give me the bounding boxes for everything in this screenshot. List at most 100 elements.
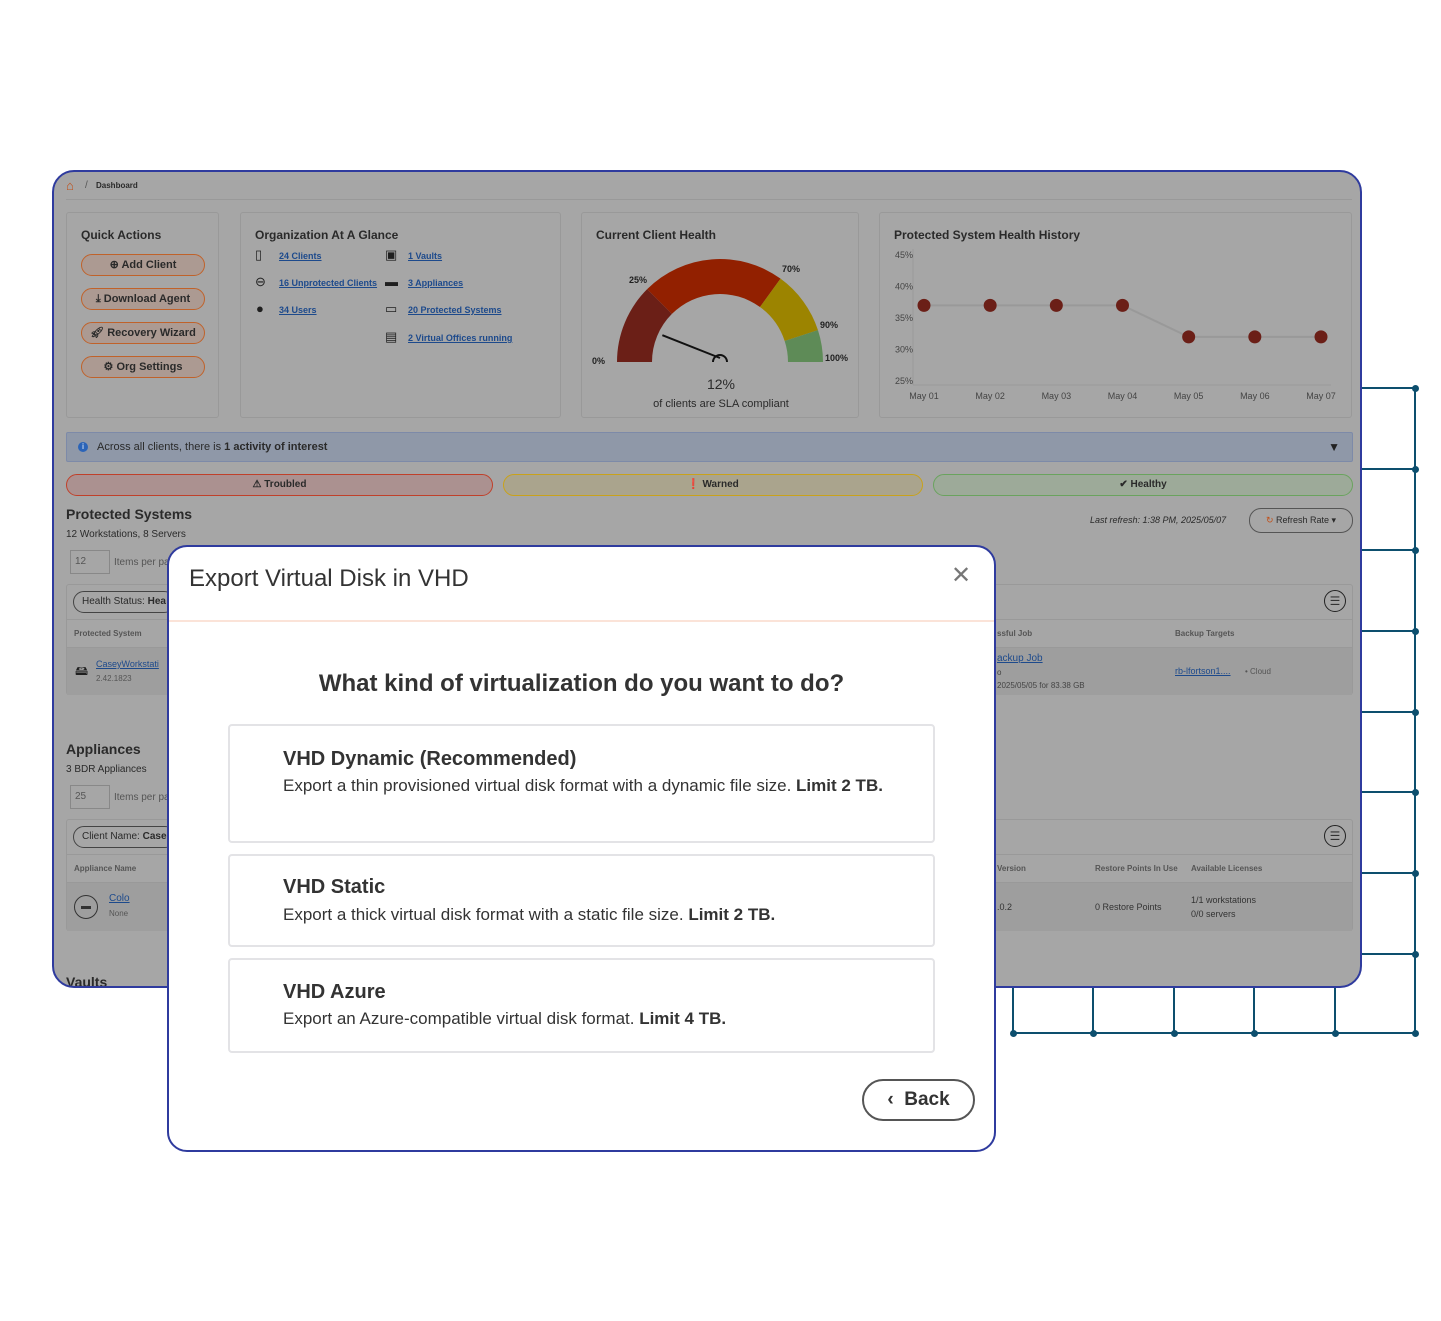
section-title: Appliances (66, 741, 141, 757)
health-status-filter[interactable]: Health Status: Hea (73, 591, 175, 613)
card-title: Quick Actions (81, 228, 162, 242)
chevron-left-icon: ‹ (887, 1089, 894, 1110)
grid-line (1362, 630, 1415, 632)
grid-line (1173, 988, 1175, 1033)
section-title: Protected Systems (66, 506, 193, 522)
clients-link[interactable]: 24 Clients (279, 251, 322, 261)
gauge-band-0 (617, 289, 672, 362)
appliance-icon: ▬ (385, 274, 398, 289)
export-vhd-modal: Export Virtual Disk in VHD ✕ What kind o… (167, 545, 996, 1152)
data-point (1248, 330, 1262, 344)
last-refresh: Last refresh: 1:38 PM, 2025/05/07 (1090, 515, 1227, 525)
grid-node (1412, 870, 1419, 877)
back-button[interactable]: ‹ Back (862, 1079, 975, 1121)
gauge-label: 90% (820, 320, 838, 330)
grid-line (1012, 1032, 1416, 1034)
grid-node (1090, 1030, 1097, 1037)
system-link[interactable]: CaseyWorkstati (96, 659, 159, 669)
refresh-rate-button[interactable]: ↻ Refresh Rate ▾ (1249, 508, 1353, 533)
items-per-page-label: Items per pa (114, 557, 170, 568)
org-settings-button[interactable]: ⚙ Org Settings (81, 356, 205, 378)
data-point (1049, 298, 1063, 312)
glance-card: Organization At A Glance ▯ 24 Clients ⊖ … (240, 212, 561, 418)
grid-line (1362, 953, 1415, 955)
virtual-office-icon: ▤ (385, 329, 398, 344)
minus-circle-icon: ⊖ (255, 274, 266, 289)
items-per-page-input[interactable]: 25 (70, 785, 110, 809)
chart-title: Protected System Health History (894, 228, 1081, 242)
y-tick-label: 40% (895, 282, 913, 292)
add-client-button[interactable]: ⊕ Add Client (81, 254, 205, 276)
card-title: Organization At A Glance (255, 228, 399, 242)
recovery-wizard-button[interactable]: 🚀︎ Recovery Wizard (81, 322, 205, 344)
y-tick-label: 25% (895, 376, 913, 386)
grid-node (1412, 385, 1419, 392)
x-tick-label: May 06 (1240, 391, 1270, 401)
gauge-caption: of clients are SLA compliant (653, 398, 789, 410)
grid-node (1171, 1030, 1178, 1037)
data-point (917, 298, 931, 312)
vaults-link[interactable]: 1 Vaults (408, 251, 443, 261)
download-agent-button[interactable]: ⤓ Download Agent (81, 288, 205, 310)
column-settings-icon[interactable]: ☰ (1324, 825, 1346, 847)
appliance-link[interactable]: Colo (109, 893, 130, 904)
items-per-page-input[interactable]: 12 (70, 550, 110, 574)
grid-line (1362, 791, 1415, 793)
grid-line (1362, 468, 1415, 470)
backup-job-link[interactable]: ackup Job (997, 653, 1043, 664)
data-point (1314, 330, 1328, 344)
close-icon[interactable]: ✕ (951, 562, 972, 589)
option-vhd-azure[interactable]: VHD Azure Export an Azure-compatible vir… (228, 958, 935, 1053)
users-link[interactable]: 34 Users (279, 305, 317, 315)
gauge-value: 12% (706, 376, 736, 392)
monitor-icon: ▭ (385, 301, 398, 316)
grid-node (1412, 1030, 1419, 1037)
grid-line (1012, 988, 1014, 1033)
grid-node (1251, 1030, 1258, 1037)
grid-node (1412, 709, 1419, 716)
section-subtitle: 3 BDR Appliances (66, 764, 147, 775)
workstation-icon: 🖴︎ (75, 663, 89, 678)
column-settings-icon[interactable]: ☰ (1324, 590, 1346, 612)
home-icon[interactable]: ⌂ (66, 178, 74, 193)
quick-actions-card: Quick Actions ⊕ Add Client ⤓ Download Ag… (66, 212, 219, 418)
troubled-filter[interactable]: ⚠ Troubled (66, 474, 493, 496)
warned-filter[interactable]: ❗ Warned (503, 474, 923, 496)
gauge-band-1 (647, 259, 781, 314)
modal-question: What kind of virtualization do you want … (318, 670, 845, 697)
y-tick-label: 35% (895, 313, 913, 323)
gauge-label: 0% (592, 356, 605, 366)
appliances-link[interactable]: 3 Appliances (408, 278, 464, 288)
gauge-label: 70% (782, 264, 800, 274)
gauge-hub (712, 354, 728, 363)
x-tick-label: May 05 (1174, 391, 1204, 401)
healthy-filter[interactable]: ✔ Healthy (933, 474, 1353, 496)
info-icon: i (78, 442, 88, 452)
items-per-page-label: Items per pa (114, 792, 170, 803)
virtual-offices-link[interactable]: 2 Virtual Offices running (408, 333, 513, 343)
address-book-icon: ▯ (255, 247, 263, 262)
grid-node (1412, 466, 1419, 473)
grid-line (1362, 549, 1415, 551)
gauge-needle (661, 334, 721, 359)
activity-banner[interactable]: i Across all clients, there is 1 activit… (66, 432, 1353, 462)
client-name-filter[interactable]: Client Name: Case (73, 826, 176, 848)
gauge-band-3 (784, 330, 823, 362)
grid-node (1412, 547, 1419, 554)
x-tick-label: May 03 (1042, 391, 1072, 401)
option-vhd-static[interactable]: VHD Static Export a thick virtual disk f… (228, 854, 935, 947)
health-history-card: Protected System Health History 45% 40% 35… (879, 212, 1352, 418)
health-history-chart: 45% 40% 35% 30% 25% May 01 May 02 May 03 May 04 M… (895, 249, 1336, 401)
data-point (983, 298, 997, 312)
option-vhd-dynamic[interactable]: VHD Dynamic (Recommended) Export a thin … (228, 724, 935, 843)
chevron-down-icon[interactable]: ▼ (1328, 440, 1340, 454)
backup-target-link[interactable]: rb-lfortson1.... (1175, 666, 1231, 676)
unprotected-clients-link[interactable]: 16 Unprotected Clients (279, 278, 378, 288)
x-tick-label: May 04 (1108, 391, 1138, 401)
grid-node (1010, 1030, 1017, 1037)
grid-line (1092, 988, 1094, 1033)
x-tick-label: May 02 (975, 391, 1005, 401)
appliance-icon: ▬ (74, 895, 98, 919)
grid-node (1412, 951, 1419, 958)
protected-systems-link[interactable]: 20 Protected Systems (408, 305, 502, 315)
